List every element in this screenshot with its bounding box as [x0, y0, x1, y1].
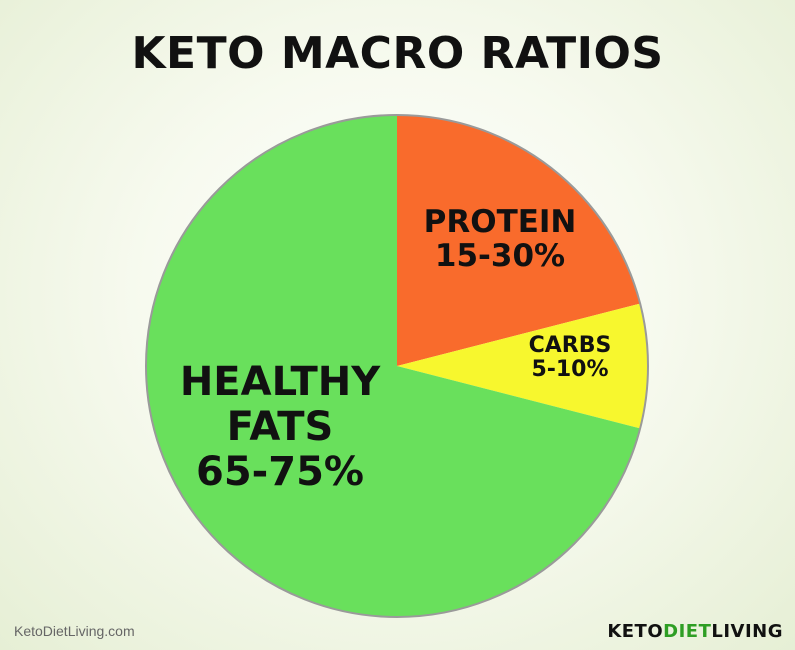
- logo-word-diet: DIET: [663, 621, 712, 642]
- chart-title: KETO MACRO RATIOS: [131, 28, 664, 79]
- logo-word-living: LIVING: [711, 621, 783, 642]
- carbs-slice: [397, 303, 648, 429]
- logo-word-keto: KETO: [607, 621, 664, 642]
- fats-label-line2: FATS: [226, 403, 334, 450]
- fats-label-line1: HEALTHY: [179, 359, 381, 405]
- fats-label: HEALTHY FATS 65-75%: [160, 360, 400, 494]
- brand-logo: KETODIETLIVING: [607, 621, 783, 642]
- protein-label-range: 15-30%: [434, 238, 566, 275]
- pie-outline: [145, 114, 649, 618]
- carbs-label-name: CARBS: [528, 333, 612, 358]
- protein-slice: [397, 115, 641, 366]
- carbs-label: CARBS 5-10%: [516, 333, 624, 383]
- protein-label: PROTEIN 15-30%: [400, 205, 600, 273]
- fats-slice: [146, 115, 641, 617]
- fats-label-range: 65-75%: [195, 448, 364, 495]
- carbs-label-range: 5-10%: [531, 357, 609, 383]
- website-credit[interactable]: KetoDietLiving.com: [14, 623, 135, 639]
- protein-label-name: PROTEIN: [423, 204, 577, 240]
